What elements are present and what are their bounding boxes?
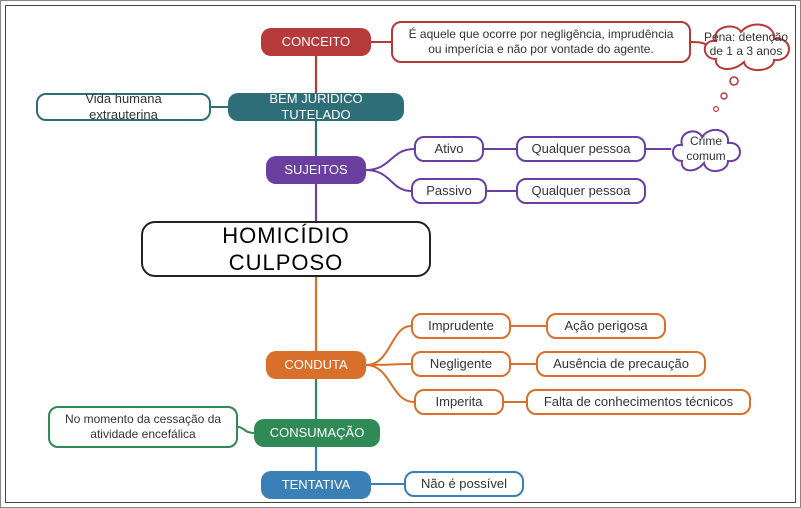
leaf-bem-vida: Vida humana extrauterina (36, 93, 211, 121)
branch-label: TENTATIVA (282, 477, 351, 493)
leaf-sujeitos-qp2: Qualquer pessoa (516, 178, 646, 204)
leaf-consumacao-momento: No momento da cessação da atividade ence… (48, 406, 238, 448)
leaf-label: Não é possível (421, 476, 507, 492)
branch-tentativa: TENTATIVA (261, 471, 371, 499)
central-topic: HOMICÍDIO CULPOSO (141, 221, 431, 277)
branch-consumacao: CONSUMAÇÃO (254, 419, 380, 447)
leaf-sujeitos-passivo: Passivo (411, 178, 487, 204)
leaf-sujeitos-ativo: Ativo (414, 136, 484, 162)
leaf-conceito-def: É aquele que ocorre por negligência, imp… (391, 21, 691, 63)
diagram-frame: { "type": "mindmap", "background_color":… (5, 5, 796, 503)
branch-label: CONSUMAÇÃO (270, 425, 365, 441)
leaf-conduta-negligente: Negligente (411, 351, 511, 377)
cloud-label: Crime comum (666, 134, 746, 163)
leaf-tentativa-nao: Não é possível (404, 471, 524, 497)
branch-sujeitos: SUJEITOS (266, 156, 366, 184)
leaf-label: Ação perigosa (564, 318, 647, 334)
leaf-label: Ausência de precaução (553, 356, 689, 372)
leaf-label: Passivo (426, 183, 472, 199)
leaf-conduta-acao: Ação perigosa (546, 313, 666, 339)
branch-conduta: CONDUTA (266, 351, 366, 379)
leaf-label: É aquele que ocorre por negligência, imp… (405, 27, 677, 57)
leaf-conduta-falta: Falta de conhecimentos técnicos (526, 389, 751, 415)
leaf-label: No momento da cessação da atividade ence… (62, 412, 224, 442)
branch-bem-juridico: BEM JURÍDICO TUTELADO (228, 93, 404, 121)
branch-conceito: CONCEITO (261, 28, 371, 56)
cloud-label: Pena: detenção de 1 a 3 anos (696, 30, 796, 59)
leaf-sujeitos-qp1: Qualquer pessoa (516, 136, 646, 162)
leaf-label: Ativo (435, 141, 464, 157)
leaf-label: Imprudente (428, 318, 494, 334)
leaf-conduta-imprudente: Imprudente (411, 313, 511, 339)
leaf-conduta-imperita: Imperita (414, 389, 504, 415)
branch-label: CONDUTA (284, 357, 347, 373)
branch-label: SUJEITOS (284, 162, 347, 178)
leaf-label: Qualquer pessoa (531, 141, 630, 157)
branch-label: CONCEITO (282, 34, 350, 50)
cloud-pena: Pena: detenção de 1 a 3 anos (696, 14, 796, 74)
leaf-label: Negligente (430, 356, 492, 372)
leaf-label: Imperita (436, 394, 483, 410)
leaf-label: Qualquer pessoa (531, 183, 630, 199)
branch-label: BEM JURÍDICO TUTELADO (242, 91, 390, 124)
leaf-conduta-ausencia: Ausência de precaução (536, 351, 706, 377)
leaf-label: Vida humana extrauterina (50, 91, 197, 124)
leaf-label: Falta de conhecimentos técnicos (544, 394, 733, 410)
central-topic-label: HOMICÍDIO CULPOSO (167, 222, 405, 277)
cloud-crime-comum: Crime comum (666, 121, 746, 176)
